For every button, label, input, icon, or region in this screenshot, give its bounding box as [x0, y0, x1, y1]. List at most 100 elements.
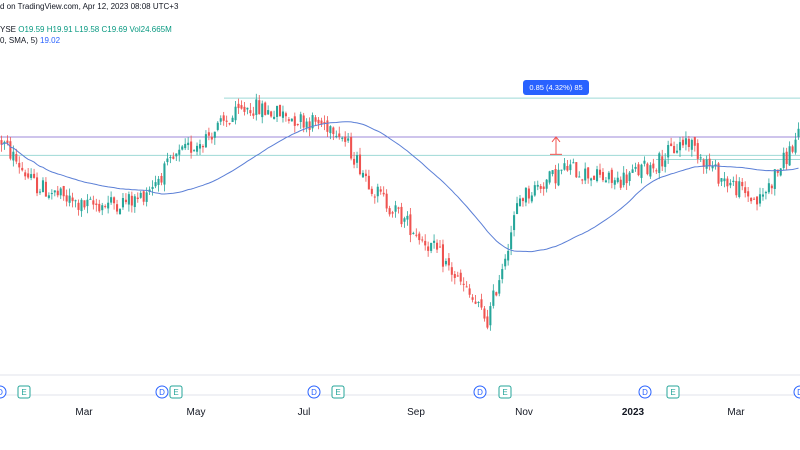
candle — [575, 162, 578, 179]
candle — [255, 93, 258, 121]
candle — [646, 162, 649, 176]
candle — [596, 165, 599, 183]
x-tick-label: Mar — [727, 407, 745, 418]
candle — [533, 181, 536, 197]
candle — [36, 172, 39, 197]
candle — [341, 136, 344, 142]
candle — [101, 202, 104, 216]
candle — [753, 197, 756, 200]
candle — [681, 136, 684, 149]
candle — [427, 241, 430, 257]
candle — [593, 175, 596, 180]
earnings-marker[interactable]: E — [666, 385, 680, 399]
candle — [18, 156, 21, 174]
candle — [486, 309, 489, 330]
candle — [684, 131, 687, 151]
candle — [785, 147, 788, 171]
candle — [758, 187, 762, 207]
candle — [622, 166, 625, 188]
candle — [415, 228, 418, 238]
candle — [193, 149, 196, 152]
candle — [213, 131, 216, 145]
candle — [264, 101, 267, 116]
candle — [113, 196, 116, 210]
candle — [320, 117, 323, 128]
candle — [107, 195, 110, 214]
candle — [767, 178, 770, 195]
candle — [548, 170, 551, 185]
candle — [406, 211, 409, 226]
candle — [364, 169, 367, 182]
candle — [610, 167, 613, 189]
candle — [770, 183, 773, 195]
earnings-marker[interactable]: E — [498, 385, 512, 399]
dividend-marker[interactable]: D — [473, 385, 487, 399]
earnings-marker[interactable]: E — [169, 385, 183, 399]
candle — [290, 118, 293, 122]
candle — [560, 169, 563, 175]
candle — [98, 199, 101, 213]
candle — [127, 191, 130, 212]
candle — [678, 137, 682, 157]
candle — [587, 166, 590, 184]
dividend-marker[interactable]: D — [638, 385, 652, 399]
candle — [670, 137, 673, 147]
candle — [278, 104, 282, 117]
candle — [631, 164, 634, 174]
dividend-marker[interactable]: D — [307, 385, 321, 399]
candle — [273, 110, 276, 120]
candle — [791, 144, 794, 154]
candle — [83, 200, 86, 210]
candle — [116, 199, 119, 215]
candle — [361, 170, 364, 179]
candle — [92, 195, 95, 210]
candle — [640, 163, 643, 184]
dividend-marker[interactable]: D — [0, 385, 7, 399]
candle — [504, 254, 507, 270]
candle — [708, 153, 711, 171]
candle — [581, 178, 584, 185]
candle — [474, 294, 477, 305]
candle — [59, 187, 62, 200]
candle — [391, 210, 394, 218]
candle — [367, 169, 370, 190]
candle — [551, 170, 554, 177]
candle — [750, 197, 753, 204]
candle — [794, 132, 797, 155]
candle — [338, 126, 341, 140]
candle — [50, 189, 53, 200]
candle — [649, 162, 652, 179]
earnings-marker[interactable]: E — [17, 385, 31, 399]
candle — [270, 110, 273, 118]
candle — [572, 158, 575, 164]
sma-label: 0, SMA, 5) — [0, 36, 38, 45]
event-marker-label: D — [159, 388, 165, 397]
candle — [314, 115, 317, 126]
candle — [518, 194, 522, 207]
candle — [329, 125, 332, 140]
candle — [276, 105, 279, 122]
candle — [287, 116, 290, 124]
candle — [430, 242, 433, 254]
candle — [643, 156, 646, 167]
candle — [655, 168, 658, 175]
candle — [459, 269, 462, 286]
dividend-marker[interactable]: D — [155, 385, 169, 399]
candle — [56, 185, 59, 198]
candle — [246, 107, 249, 115]
close-value: C19.69 — [101, 25, 128, 34]
candle — [89, 196, 92, 200]
candle — [720, 177, 723, 187]
candle — [124, 193, 127, 205]
candle — [489, 302, 492, 331]
candle — [139, 190, 142, 199]
candle — [160, 173, 163, 186]
dividend-marker[interactable]: D — [793, 385, 800, 399]
candle — [539, 183, 542, 194]
earnings-marker[interactable]: E — [331, 385, 345, 399]
candle — [584, 162, 587, 185]
candle — [382, 186, 385, 197]
candle — [388, 205, 391, 217]
candle — [9, 137, 12, 161]
